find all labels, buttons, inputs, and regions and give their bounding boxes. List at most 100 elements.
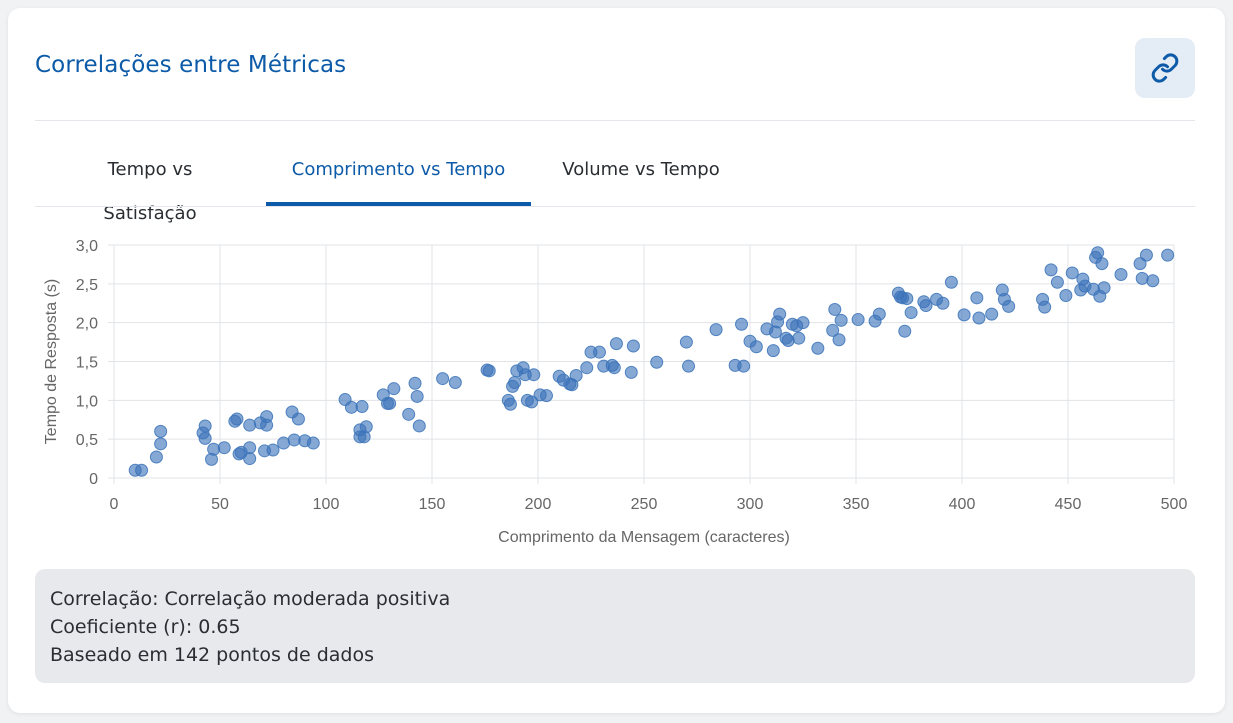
data-point [904,306,918,320]
data-point [1044,263,1058,277]
data-point [1065,266,1079,280]
data-point [826,323,840,337]
tab-bar: Tempo vs Satisfação Comprimento vs Tempo… [35,148,1195,224]
x-tick-label: 250 [631,496,658,513]
data-point [243,441,257,455]
data-point [624,365,638,379]
points-count-text: Baseado em 142 pontos de dados [50,644,374,666]
data-point [410,389,424,403]
data-point [408,376,422,390]
data-point [355,400,369,414]
data-point [898,324,912,338]
x-tick-label: 400 [949,496,976,513]
y-axis-label: Tempo de Resposta (s) [43,279,60,444]
data-point [1161,248,1175,262]
data-point [154,424,168,438]
x-tick-label: 150 [419,496,446,513]
data-point [985,307,999,321]
data-point [650,355,664,369]
data-point [243,418,257,432]
data-point [260,410,274,424]
tab-comprimento-vs-tempo[interactable]: Comprimento vs Tempo [266,148,531,206]
y-tick-label: 1,0 [76,393,98,410]
data-point [508,375,522,389]
data-point [832,333,846,347]
data-point [709,323,723,337]
data-point [796,316,810,330]
y-tick-label: 2,0 [76,316,98,333]
data-point [436,372,450,386]
data-point [607,361,621,375]
data-point [569,368,583,382]
header-divider [35,120,1195,121]
data-point [919,299,933,313]
tab-volume-vs-tempo[interactable]: Volume vs Tempo [562,159,720,180]
y-tick-label: 3,0 [76,238,98,255]
data-point [207,442,221,456]
x-tick-label: 300 [737,496,764,513]
data-point [448,375,462,389]
data-point [1091,246,1105,260]
data-point [1135,271,1149,285]
data-point [306,436,320,450]
data-point [266,443,280,457]
y-tick-label: 0,5 [76,432,98,449]
scatter-chart: 0 50 100 150 200 250 300 350 400 450 500 0 0,5 1,0 1,5… [43,238,1187,546]
data-point [781,334,795,348]
data-point [198,431,212,445]
data-point [609,337,623,351]
x-tick-label: 0 [110,496,119,513]
data-point [936,296,950,310]
tab-tempo-vs-satisfacao[interactable]: Tempo vs Satisfação [103,159,197,224]
y-tick-label: 1,5 [76,355,98,372]
y-tick-label: 2,5 [76,277,98,294]
data-point [1146,274,1160,288]
data-point [735,317,749,331]
tabs-divider [35,206,1195,207]
data-point [230,412,244,426]
data-point [482,364,496,378]
data-point [198,419,212,433]
data-point [1002,299,1016,313]
data-point [592,345,606,359]
data-point [149,450,163,464]
data-point [957,308,971,322]
data-point [972,311,986,325]
data-point [503,397,517,411]
data-point [834,313,848,327]
data-point [626,339,640,353]
data-point [944,275,958,289]
x-tick-label: 100 [313,496,340,513]
data-point [1050,275,1064,289]
data-point [773,307,787,321]
data-point [135,463,149,477]
correlations-card: Correlações entre Métricas Tempo vs Sati… [8,8,1225,713]
data-point [383,396,397,410]
data-point [872,307,886,321]
data-point [679,335,693,349]
x-tick-label: 450 [1055,496,1082,513]
data-point [402,407,416,421]
data-point [527,368,541,382]
correlation-text: Correlação: Correlação moderada positiva [50,588,451,610]
data-point [580,361,594,375]
x-tick-label: 50 [211,496,229,513]
data-point [1139,248,1153,262]
data-point [1038,300,1052,314]
link-icon [1151,53,1179,83]
link-button[interactable] [1135,38,1195,98]
x-tick-label: 350 [843,496,870,513]
data-point [900,292,914,306]
data-point [1114,268,1128,282]
data-point [851,313,865,327]
data-point [1097,281,1111,295]
data-point [412,419,426,433]
data-point [243,452,257,466]
data-point [1095,257,1109,271]
y-tick-label: 0 [89,471,98,488]
data-point [1059,288,1073,302]
data-point [387,382,401,396]
data-point [811,341,825,355]
data-point [525,395,539,409]
stats-panel: Correlação: Correlação moderada positiva… [35,569,1195,683]
